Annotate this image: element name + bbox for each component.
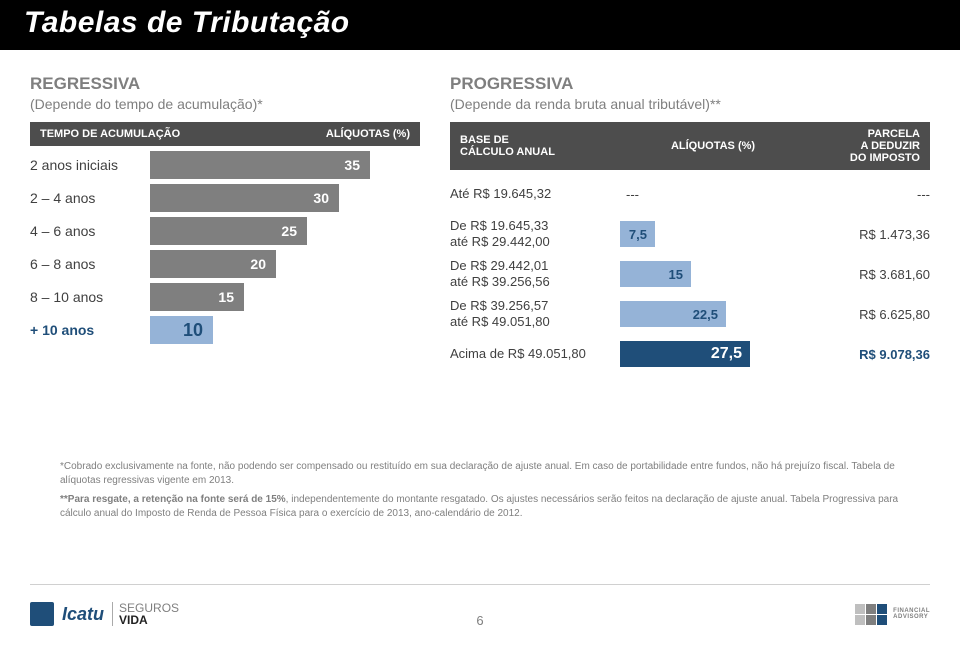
- regressiva-row: + 10 anos10: [30, 315, 213, 345]
- regressiva-bar: 15: [150, 283, 244, 311]
- page-number: 6: [476, 613, 483, 628]
- regressiva-row: 2 – 4 anos30: [30, 183, 339, 213]
- progressiva-parcela: R$ 6.625,80: [770, 307, 930, 322]
- progressiva-bar: 7,5: [620, 221, 655, 247]
- footnote-1: *Cobrado exclusivamente na fonte, não po…: [60, 460, 920, 487]
- progressiva-aliquot-cell: ---: [620, 187, 770, 202]
- icatu-text: Icatu: [62, 604, 104, 625]
- page-title: Tabelas de Tributação: [0, 0, 960, 50]
- reg-header-right: ALÍQUOTAS (%): [326, 128, 410, 140]
- regressiva-bar: 25: [150, 217, 307, 245]
- progressiva-heading: PROGRESSIVA: [450, 74, 930, 94]
- progressiva-aliquot-cell: 27,5: [620, 341, 770, 367]
- progressiva-bar: 22,5: [620, 301, 726, 327]
- progressiva-aliquot-cell: 7,5: [620, 221, 770, 247]
- regressiva-row-label: + 10 anos: [30, 322, 150, 338]
- regressiva-section: REGRESSIVA (Depende do tempo de acumulaç…: [30, 74, 420, 374]
- progressiva-row: Acima de R$ 49.051,8027,5 R$ 9.078,36: [450, 334, 930, 374]
- progressiva-rows: Até R$ 19.645,32------De R$ 19.645,33 at…: [450, 174, 930, 374]
- footnote-2: **Para resgate, a retenção na fonte será…: [60, 493, 920, 520]
- progressiva-row: Até R$ 19.645,32------: [450, 174, 930, 214]
- regressiva-rows: 2 anos iniciais352 – 4 anos304 – 6 anos2…: [30, 150, 420, 350]
- progressiva-base: Até R$ 19.645,32: [450, 186, 620, 202]
- progressiva-header: BASE DE CÁLCULO ANUAL ALÍQUOTAS (%) PARC…: [450, 122, 930, 170]
- progressiva-sub: (Depende da renda bruta anual tributável…: [450, 96, 930, 112]
- regressiva-sub: (Depende do tempo de acumulação)*: [30, 96, 420, 112]
- progressiva-parcela: R$ 1.473,36: [770, 227, 930, 242]
- prog-header-col2: ALÍQUOTAS (%): [638, 140, 788, 152]
- regressiva-row: 4 – 6 anos25: [30, 216, 307, 246]
- regressiva-row-label: 4 – 6 anos: [30, 223, 150, 239]
- regressiva-row-label: 2 – 4 anos: [30, 190, 150, 206]
- progressiva-bar: 15: [620, 261, 691, 287]
- progressiva-aliquot-dash: ---: [620, 187, 639, 202]
- progressiva-aliquot-cell: 22,5: [620, 301, 770, 327]
- progressiva-row: De R$ 29.442,01 até R$ 39.256,5615 R$ 3.6…: [450, 254, 930, 294]
- regressiva-bar: 20: [150, 250, 276, 278]
- progressiva-aliquot-cell: 15: [620, 261, 770, 287]
- progressiva-row: De R$ 39.256,57 até R$ 49.051,8022,5 R$ 6…: [450, 294, 930, 334]
- progressiva-parcela: R$ 9.078,36: [770, 347, 930, 362]
- progressiva-parcela: R$ 3.681,60: [770, 267, 930, 282]
- footer-divider: [30, 584, 930, 585]
- progressiva-section: PROGRESSIVA (Depende da renda bruta anua…: [450, 74, 930, 374]
- prog-header-col3: PARCELA A DEDUZIR DO IMPOSTO: [796, 128, 920, 164]
- seguros-text: SEGUROS VIDA: [112, 602, 179, 626]
- regressiva-header: TEMPO DE ACUMULAÇÃO ALÍQUOTAS (%): [30, 122, 420, 146]
- fa-text: FINANCIAL ADVISORY: [893, 608, 930, 620]
- logo-financial-advisory: FINANCIAL ADVISORY: [855, 604, 930, 625]
- regressiva-row: 8 – 10 anos15: [30, 282, 244, 312]
- regressiva-bar: 35: [150, 151, 370, 179]
- main-content: REGRESSIVA (Depende do tempo de acumulaç…: [0, 50, 960, 374]
- progressiva-base: De R$ 39.256,57 até R$ 49.051,80: [450, 298, 620, 331]
- regressiva-heading: REGRESSIVA: [30, 74, 420, 94]
- footer: Icatu SEGUROS VIDA 6 FINANCIAL ADVISORY: [0, 584, 960, 634]
- regressiva-bar: 30: [150, 184, 339, 212]
- regressiva-row: 6 – 8 anos20: [30, 249, 276, 279]
- regressiva-row-label: 6 – 8 anos: [30, 256, 150, 272]
- progressiva-base: Acima de R$ 49.051,80: [450, 346, 620, 362]
- progressiva-bar: 27,5: [620, 341, 750, 367]
- icatu-icon: [30, 602, 54, 626]
- regressiva-row: 2 anos iniciais35: [30, 150, 370, 180]
- prog-header-col1: BASE DE CÁLCULO ANUAL: [460, 134, 630, 158]
- regressiva-row-label: 2 anos iniciais: [30, 157, 150, 173]
- progressiva-base: De R$ 29.442,01 até R$ 39.256,56: [450, 258, 620, 291]
- progressiva-parcela: ---: [770, 187, 930, 202]
- progressiva-base: De R$ 19.645,33 até R$ 29.442,00: [450, 218, 620, 251]
- regressiva-row-label: 8 – 10 anos: [30, 289, 150, 305]
- regressiva-bar: 10: [150, 316, 213, 344]
- fa-icon: [855, 604, 887, 625]
- reg-header-left: TEMPO DE ACUMULAÇÃO: [40, 128, 326, 140]
- footnotes: *Cobrado exclusivamente na fonte, não po…: [60, 460, 920, 526]
- logo-icatu: Icatu SEGUROS VIDA: [30, 602, 179, 626]
- progressiva-row: De R$ 19.645,33 até R$ 29.442,007,5 R$ 1.…: [450, 214, 930, 254]
